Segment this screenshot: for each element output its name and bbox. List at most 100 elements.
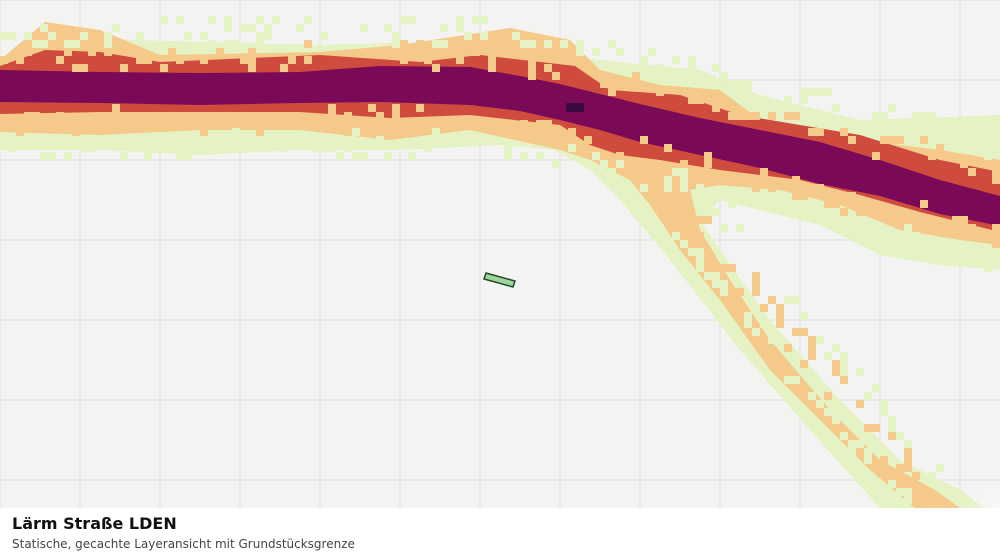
noise-cell [680,160,688,168]
noise-cell [184,152,192,160]
noise-cell [664,176,672,184]
noise-cell [992,168,1000,176]
noise-cell [696,248,704,256]
noise-cell [104,32,112,40]
noise-cell [656,200,664,208]
noise-cell [912,472,920,480]
noise-cell [760,320,768,328]
noise-cell [872,112,880,120]
noise-cell [192,136,200,144]
noise-cell [440,40,448,48]
noise-cell [928,256,936,264]
noise-cell [616,152,624,160]
noise-cell [840,128,848,136]
noise-cell [232,128,240,136]
noise-cell [368,104,376,112]
noise-cell [64,48,72,56]
noise-cell [328,104,336,112]
noise-cell [128,136,136,144]
noise-cell [248,64,256,72]
noise-cell [424,56,432,64]
noise-cell [792,192,800,200]
noise-cell [616,48,624,56]
noise-cell [936,464,944,472]
noise-cell [912,112,920,120]
noise-cell [40,24,48,32]
noise-cell [392,104,400,112]
noise-cell [888,424,896,432]
map-caption: Lärm Straße LDEN Statische, gecachte Lay… [0,508,1000,560]
noise-cell [80,64,88,72]
noise-cell [288,112,296,120]
noise-cell [400,56,408,64]
noise-cell [936,496,944,504]
noise-cell [256,32,264,40]
noise-cell [376,112,384,120]
noise-cell [528,40,536,48]
noise-cell [736,112,744,120]
noise-cell [720,280,728,288]
noise-cell [88,144,96,152]
noise-cell [872,424,880,432]
parcel-shape[interactable] [483,272,516,288]
noise-zone-class-4 [0,66,1000,226]
noise-cell [792,184,800,192]
noise-cell [176,16,184,24]
noise-cell [528,72,536,80]
noise-cell [400,40,408,48]
noise-cell [608,40,616,48]
noise-cell [880,112,888,120]
noise-cell [728,264,736,272]
noise-cell [808,336,816,344]
noise-cell [344,144,352,152]
noise-cell [144,56,152,64]
noise-cell [824,392,832,400]
noise-cell [808,128,816,136]
noise-cell [280,64,288,72]
noise-cell [680,168,688,176]
noise-cell [712,280,720,288]
noise-cell [792,328,800,336]
noise-cell [680,240,688,248]
noise-cell [904,120,912,128]
noise-cell [568,128,576,136]
noise-cell [880,136,888,144]
noise-cell [136,56,144,64]
noise-cell [304,16,312,24]
noise-cell [200,56,208,64]
noise-cell [392,40,400,48]
noise-cell [704,80,712,88]
noise-cell [688,96,696,104]
noise-cell [680,200,688,208]
noise-cell [176,56,184,64]
noise-cell [608,168,616,176]
parcel-boundary[interactable] [483,272,516,288]
noise-cell [920,200,928,208]
noise-cell [720,288,728,296]
layer-title: Lärm Straße LDEN [12,514,177,533]
noise-cell [616,160,624,168]
noise-cell [48,152,56,160]
noise-cell [448,48,456,56]
noise-cell [200,144,208,152]
noise-cell [904,224,912,232]
noise-cell [752,328,760,336]
noise-cell [920,112,928,120]
noise-cell [336,136,344,144]
noise-cell [256,128,264,136]
noise-cell [888,416,896,424]
noise-cell [640,176,648,184]
noise-cell [896,136,904,144]
noise-cell [160,16,168,24]
noise-cell [856,216,864,224]
noise-cell [840,224,848,232]
noise-cell [512,32,520,40]
noise-cell [592,48,600,56]
noise-cell [704,208,712,216]
noise-cell [360,24,368,32]
noise-cell [808,392,816,400]
noise-cell [48,40,56,48]
noise-cell [56,56,64,64]
noise-cell [752,280,760,288]
